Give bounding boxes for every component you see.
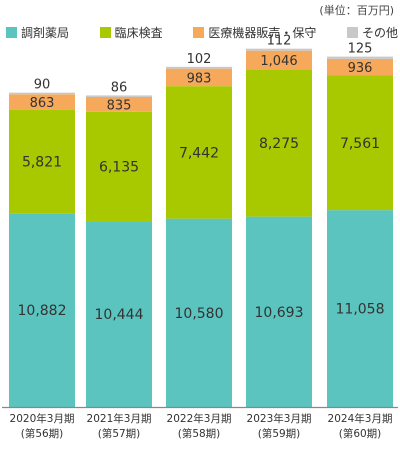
bar-segment — [327, 75, 393, 211]
data-label: 10,444 — [95, 307, 144, 323]
bar-segment — [9, 213, 75, 407]
data-label: 10,580 — [175, 306, 224, 322]
data-label: 86 — [111, 80, 128, 95]
x-tick-label: (第59期) — [258, 427, 301, 440]
data-label: 936 — [348, 61, 373, 76]
bar-segment — [246, 48, 312, 51]
legend-label: 医療機器販売・保守 — [208, 26, 317, 40]
data-label: 6,135 — [99, 159, 139, 175]
legend-swatch — [193, 27, 205, 38]
data-label: 11,058 — [336, 302, 385, 318]
x-tick-label: 2024年3月期 — [328, 412, 393, 425]
bar-segment — [86, 221, 152, 407]
data-label: 863 — [30, 96, 55, 111]
bar-segment — [166, 66, 232, 69]
data-label: 983 — [187, 71, 212, 86]
legend-item: 医療機器販売・保守 — [193, 24, 316, 41]
data-label: 7,561 — [340, 136, 380, 152]
bar-segment — [246, 216, 312, 407]
bar-segment — [327, 56, 393, 59]
bar-segment — [9, 92, 75, 95]
bar-segment — [86, 96, 152, 112]
legend: 調剤薬局 臨床検査 医療機器販売・保守 その他 — [6, 24, 398, 41]
bar-segment — [246, 50, 312, 70]
data-label: 7,442 — [179, 145, 219, 161]
x-tick-label: (第57期) — [98, 427, 141, 440]
x-tick-label: (第60期) — [339, 427, 382, 440]
legend-item: 臨床検査 — [99, 24, 163, 41]
data-label: 10,882 — [18, 303, 67, 319]
bar-segment — [166, 218, 232, 407]
legend-label: その他 — [361, 26, 398, 40]
x-tick-label: 2021年3月期 — [87, 412, 152, 425]
data-label: 112 — [267, 34, 292, 49]
legend-swatch — [6, 27, 17, 38]
bar-segment — [166, 86, 232, 219]
bar-segment — [166, 68, 232, 87]
legend-label: 臨床検査 — [114, 26, 163, 40]
data-label: 835 — [107, 98, 132, 113]
bar-segment — [9, 94, 75, 110]
data-label: 102 — [187, 52, 212, 67]
legend-swatch — [99, 27, 111, 38]
x-tick-label: 2020年3月期 — [10, 412, 75, 425]
data-label: 90 — [34, 78, 51, 93]
data-label: 125 — [348, 42, 373, 57]
bar-segment — [246, 69, 312, 217]
bar-segment — [9, 109, 75, 214]
legend-swatch — [346, 27, 358, 38]
bar-segment — [86, 95, 152, 97]
bar-segment — [327, 58, 393, 76]
x-tick-label: 2023年3月期 — [247, 412, 312, 425]
legend-label: 調剤薬局 — [21, 26, 70, 40]
legend-item: 調剤薬局 — [6, 24, 69, 41]
data-label: 10,693 — [255, 305, 304, 321]
x-tick-label: 2022年3月期 — [167, 412, 232, 425]
x-tick-label: (第56期) — [21, 427, 64, 440]
legend-item: その他 — [346, 24, 398, 41]
data-label: 8,275 — [259, 136, 299, 152]
bar-segment — [86, 111, 152, 222]
unit-note: (単位：百万円) — [319, 4, 394, 17]
x-tick-label: (第58期) — [178, 427, 221, 440]
data-label: 1,046 — [260, 54, 297, 69]
data-label: 5,821 — [22, 154, 62, 170]
bar-segment — [327, 210, 393, 407]
